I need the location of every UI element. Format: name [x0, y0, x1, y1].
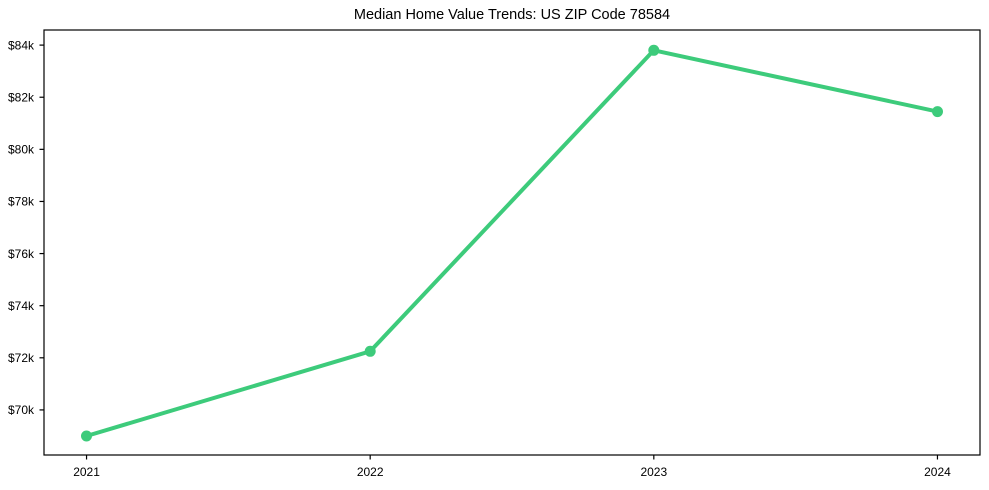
data-point-marker — [932, 106, 943, 118]
y-tick-label: $78k — [8, 195, 35, 209]
y-tick-label: $70k — [8, 403, 35, 417]
y-tick-label: $82k — [8, 90, 35, 104]
data-point-marker — [364, 345, 376, 357]
x-tick-label: 2021 — [73, 465, 100, 479]
x-tick-label: 2022 — [357, 465, 384, 479]
chart-title: Median Home Value Trends: US ZIP Code 78… — [353, 7, 671, 23]
trend-line — [84, 48, 940, 438]
data-point-marker — [648, 44, 660, 56]
y-tick-label: $76k — [8, 247, 35, 261]
x-tick-label: 2024 — [924, 465, 951, 479]
y-tick-label: $74k — [8, 299, 35, 313]
y-tick-label: $80k — [8, 143, 35, 157]
plot-frame — [43, 29, 981, 456]
y-tick-label: $72k — [8, 351, 35, 365]
x-tick-label: 2023 — [640, 465, 667, 479]
y-tick-label: $84k — [8, 38, 35, 52]
data-point-marker — [81, 430, 92, 442]
